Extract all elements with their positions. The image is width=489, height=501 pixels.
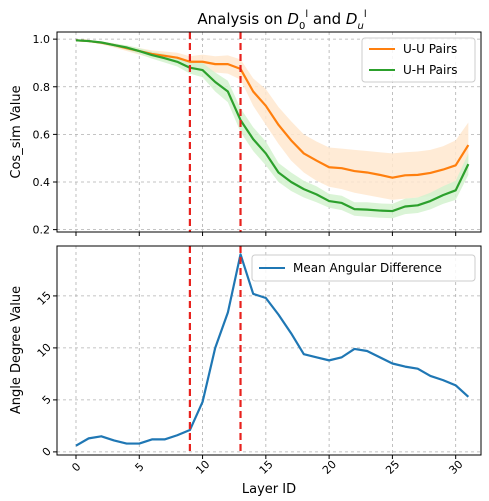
y-tick-label: 1.0 <box>33 33 51 46</box>
x-tick-label: 15 <box>257 458 276 477</box>
bottom-legend-box <box>251 254 476 282</box>
x-tick-label: 30 <box>446 458 465 477</box>
legend-label-uh: U-H Pairs <box>403 63 458 77</box>
title-prefix: Analysis on <box>197 10 287 28</box>
y-tick-label: 0 <box>40 445 54 459</box>
x-tick-label: 5 <box>133 460 147 474</box>
bottom-grid <box>57 246 481 455</box>
cos-sim-panel: 0.2 0.4 0.6 0.8 1.0 Cos_sim Value U-U Pairs … <box>9 31 482 237</box>
title-mid: and <box>308 10 346 28</box>
bottom-vertical-markers <box>188 246 242 455</box>
y-tick-label: 0.8 <box>33 81 51 94</box>
series-line-mad <box>75 253 470 447</box>
band-uu <box>75 39 469 200</box>
x-tick-label: 0 <box>69 460 83 474</box>
top-legend: U-U Pairs U-H Pairs <box>361 37 476 83</box>
y-tick-label: 0.6 <box>33 128 51 141</box>
series-line-uh <box>75 39 470 213</box>
bottom-xlabel: Layer ID <box>242 482 296 497</box>
legend-label-mad: Mean Angular Difference <box>293 261 442 275</box>
angle-panel: 0 5 10 15 20 25 30 0 5 10 15 Angle Degree Value La… <box>9 245 482 497</box>
x-tick-label: 25 <box>383 458 402 477</box>
top-ticks: 0.2 0.4 0.6 0.8 1.0 <box>33 33 457 237</box>
y-tick-label: 10 <box>35 341 54 360</box>
legend-label-uu: U-U Pairs <box>403 42 457 56</box>
x-tick-label: 10 <box>193 458 212 477</box>
top-series-lines <box>75 39 470 213</box>
x-tick-label: 20 <box>320 458 339 477</box>
y-tick-label: 0.4 <box>33 176 51 189</box>
bottom-legend: Mean Angular Difference <box>251 254 476 282</box>
y-tick-label: 5 <box>40 393 54 407</box>
top-ylabel: Cos_sim Value <box>9 85 24 178</box>
bottom-ticks: 0 5 10 15 20 25 30 0 5 10 15 <box>35 289 466 477</box>
y-tick-label: 15 <box>35 289 54 308</box>
bottom-ylabel: Angle Degree Value <box>9 286 24 414</box>
top-vertical-markers <box>188 32 242 232</box>
top-axes-frame <box>56 31 482 233</box>
bottom-axes-frame <box>56 245 482 456</box>
y-tick-label: 0.2 <box>33 224 51 237</box>
top-grid <box>57 32 481 232</box>
chart-title: Analysis on D0l and Dul <box>197 9 366 32</box>
bottom-series-lines <box>75 253 470 447</box>
